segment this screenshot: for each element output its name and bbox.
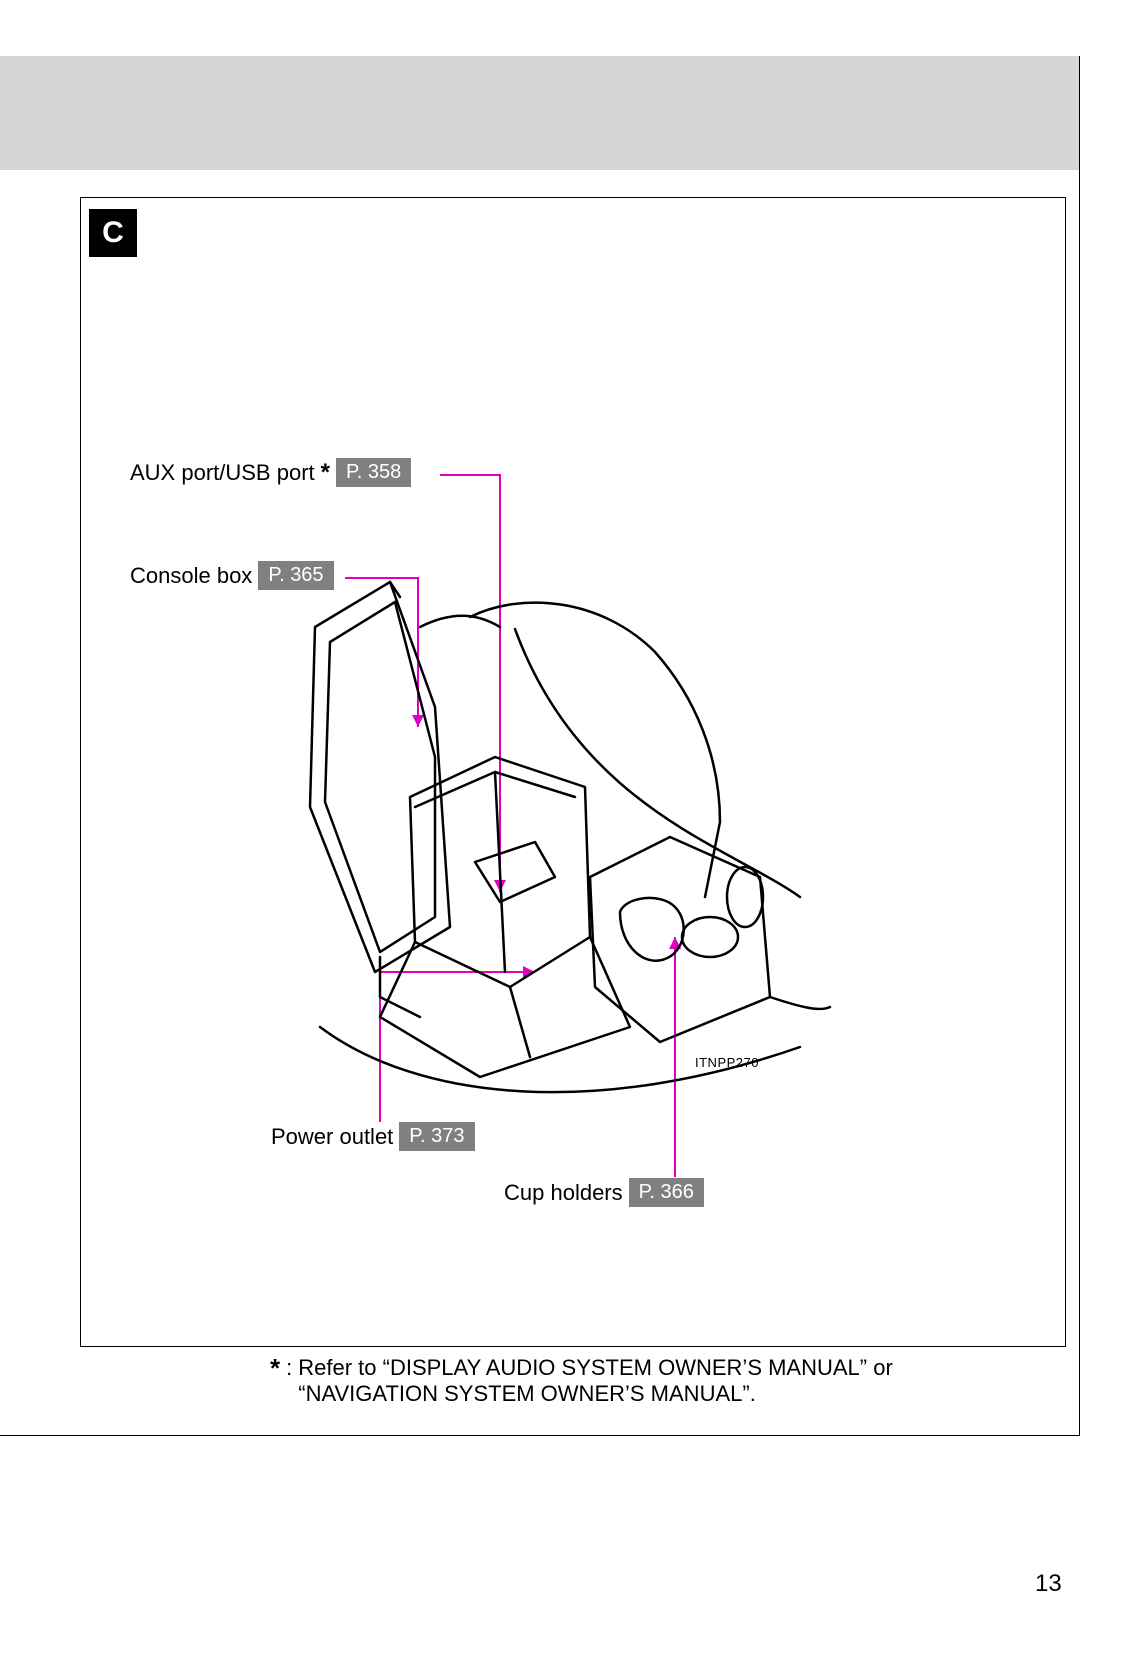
page-number: 13 [1035, 1570, 1062, 1598]
footnote-text: Refer to “DISPLAY AUDIO SYSTEM OWNER’S M… [298, 1355, 1018, 1408]
footnote: *: Refer to “DISPLAY AUDIO SYSTEM OWNER’… [270, 1355, 1018, 1408]
diagram-reference-code: ITNPP270 [695, 1055, 759, 1070]
footnote-asterisk-icon: * [270, 1355, 280, 1381]
footnote-colon: : [286, 1355, 292, 1381]
console-diagram [80, 197, 1066, 1347]
